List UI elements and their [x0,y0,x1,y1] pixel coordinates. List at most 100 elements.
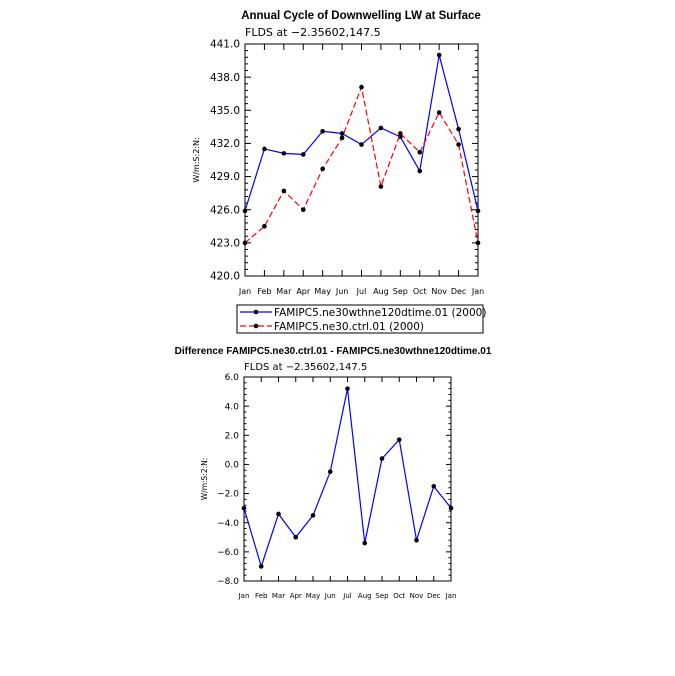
chart1-subtitle: FLDS at −2.35602,147.5 [245,26,381,39]
xtick-label: Jan [471,287,484,296]
xtick-label: Mar [272,592,285,600]
xtick-label: Nov [410,592,424,600]
xtick-label: Dec [427,592,441,600]
series-line-1 [244,54,479,211]
series-1-point [293,534,299,540]
ytick-label: 0.0 [225,461,240,471]
ytick-label: 4.0 [225,402,240,412]
xtick-label: Oct [393,592,405,600]
series-1-point [300,152,306,157]
xtick-label: May [306,592,320,600]
series-1-point [320,128,325,134]
series-2-point [262,223,267,229]
ytick-label: −4.0 [217,519,239,529]
ytick-label: 423.0 [210,238,240,250]
xtick-label: Dec [451,287,466,296]
series-1-point [396,437,402,442]
series-2-point [456,142,461,147]
series-2-point [475,240,481,246]
difference-chart: Difference FAMIPC5.ne30.ctrl.01 - FAMIPC… [175,346,492,600]
xtick-label: Feb [255,592,268,600]
legend-label-series-1: FAMIPC5.ne30wthne120dtime.01 (2000) [274,307,486,319]
series-1-point [417,168,423,174]
series-line-1 [243,388,452,569]
series-1-point [448,505,454,511]
series-2-point [436,110,442,115]
chart2-subtitle: FLDS at −2.35602,147.5 [244,362,367,373]
ytick-label: 432.0 [210,138,240,150]
xtick-label: Oct [413,287,427,296]
series-1-point [339,131,345,136]
ytick-label: 6.0 [225,373,240,383]
ytick-label: 429.0 [210,171,240,183]
series-1-point [276,511,281,517]
xtick-label: Sep [375,592,389,600]
xtick-label: Jul [342,592,352,600]
series-1-point [414,537,419,543]
series-line-2 [244,84,479,244]
xtick-label: Feb [257,287,271,296]
chart1-ylabel: W/m:S:2:N: [192,137,201,182]
series-1-point [379,456,385,461]
series-2-point [300,207,306,213]
legend-marker-series-2 [253,323,259,329]
legend-label-series-2: FAMIPC5.ne30.ctrl.01 (2000) [274,321,424,333]
series-1-point [359,142,364,147]
series-2-point [359,84,364,90]
xtick-label: Aug [373,287,389,296]
series-1-point [345,386,350,391]
series-1-point [310,513,316,518]
series-1-point [327,469,333,475]
series-2-point [242,240,248,246]
series-2-point [417,149,423,155]
legend-box [236,304,484,334]
xtick-label: Nov [431,287,447,296]
xtick-label: Aug [358,592,372,600]
xtick-label: Jan [238,287,251,296]
ytick-label: 441.0 [210,39,240,51]
xtick-label: Jun [324,592,336,600]
chart1-legend: FAMIPC5.ne30wthne120dtime.01 (2000) FAMI… [236,304,486,334]
xtick-label: Apr [296,287,311,296]
series-1-point [362,540,368,546]
series-2-point [339,135,345,141]
series-2-point [320,166,325,172]
ytick-label: −2.0 [217,490,239,500]
series-1-point [475,208,481,214]
chart1-frame [244,43,479,277]
series-1-point [281,151,287,156]
xtick-label: May [314,287,331,296]
chart1-title: Annual Cycle of Downwelling LW at Surfac… [241,10,481,22]
series-1-point [241,505,247,511]
ytick-label: 426.0 [210,204,240,216]
chart2-title: Difference FAMIPC5.ne30.ctrl.01 - FAMIPC… [175,346,492,357]
xtick-label: Jan [445,592,457,600]
chart2-ylabel: W/m:S:2:N: [200,458,209,501]
series-1-point [431,483,437,489]
ytick-label: 2.0 [225,431,240,441]
xtick-label: Sep [393,287,408,296]
ytick-label: −6.0 [217,548,239,558]
ytick-label: 438.0 [210,72,240,84]
series-2-point [378,184,384,189]
series-1-point [258,564,264,569]
xtick-label: Jul [356,287,367,296]
ytick-label: −8.0 [217,577,239,587]
ytick-label: 435.0 [210,105,240,117]
annual-cycle-chart: Annual Cycle of Downwelling LW at Surfac… [192,10,486,334]
ytick-label: 420.0 [210,271,240,283]
legend-marker-series-1 [253,309,259,315]
series-1-point [436,52,442,58]
series-1-point [456,126,461,132]
xtick-label: Jun [335,287,349,296]
chart2-frame [243,376,452,582]
series-1-point [378,125,384,131]
series-1-point [262,146,267,152]
xtick-label: Jan [238,592,250,600]
xtick-label: Mar [276,287,292,296]
xtick-label: Apr [290,592,302,600]
series-1-point [242,208,248,214]
series-2-point [281,188,287,194]
series-2-point [398,131,403,136]
